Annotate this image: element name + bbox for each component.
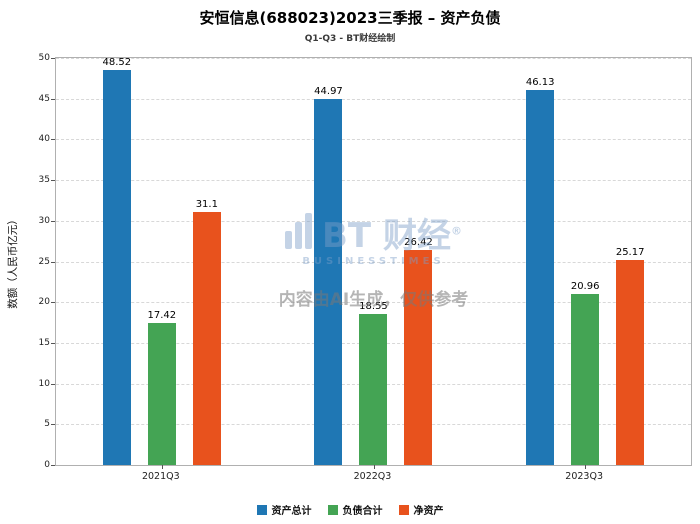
- bar-group-2022Q3: 44.97 18.55 26.42: [268, 58, 480, 465]
- y-tick-label: 40: [38, 134, 50, 145]
- y-tick-label: 50: [38, 53, 50, 63]
- y-tick-mark: [51, 180, 55, 182]
- legend-label: 负债合计: [342, 506, 383, 517]
- bar-value-label: 48.52: [102, 57, 132, 69]
- bar-group-2021Q3: 48.52 17.42 31.1: [56, 57, 268, 465]
- legend-label: 资产总计: [271, 506, 312, 517]
- y-tick-label: 5: [44, 419, 50, 430]
- x-category-label: 2022Q3: [353, 471, 392, 482]
- gridline: [56, 302, 691, 304]
- y-tick-label: 25: [38, 256, 50, 267]
- y-tick-mark: [51, 220, 55, 222]
- y-tick-mark: [51, 302, 55, 304]
- bar-s1-2023Q3: 20.96: [571, 281, 599, 465]
- bar-value-label: 44.97: [314, 85, 343, 97]
- y-tick-label: 20: [38, 297, 50, 308]
- x-tick-mark: [585, 465, 587, 469]
- chart-title: 安恒信息(688023)2023三季报 – 资产负债: [199, 9, 501, 27]
- legend-marker-icon: [398, 504, 409, 515]
- gridline: [56, 139, 691, 141]
- legend-marker-icon: [327, 504, 338, 515]
- bar-value-label: 17.42: [147, 310, 177, 322]
- y-tick-label: 0: [44, 460, 50, 470]
- bar-group-2023Q3: 46.13 20.96 25.17: [479, 58, 691, 465]
- y-tick-mark: [51, 261, 55, 263]
- bar-s2-2023Q3: 25.17: [616, 247, 644, 465]
- y-tick-mark: [51, 139, 55, 141]
- x-tick-mark: [161, 465, 163, 469]
- bar-value-label: 20.96: [570, 281, 600, 293]
- legend-item: 净资产: [398, 502, 444, 517]
- y-tick-mark: [51, 342, 55, 344]
- plot-area: 0 5 10 15 20 25 30 35 40 45 50 48.52 17.42 31.1 44.97 1…: [39, 53, 692, 470]
- chart-subtitle: Q1-Q3 - BT财经绘制: [304, 34, 396, 44]
- x-tick-mark: [373, 465, 375, 469]
- bar-s0-2022Q3: 44.97: [314, 86, 343, 465]
- y-tick-label: 45: [38, 93, 50, 104]
- y-tick-label: 30: [38, 215, 50, 226]
- bar-s1-2021Q3: 17.42: [148, 310, 176, 465]
- y-tick-label: 10: [38, 378, 50, 389]
- bar-s2-2021Q3: 31.1: [192, 199, 221, 465]
- bar-value-label: 46.13: [525, 76, 555, 88]
- gridline: [56, 220, 691, 222]
- bar-s0-2023Q3: 46.13: [526, 77, 554, 465]
- bar-value-label: 25.17: [615, 247, 645, 259]
- y-tick-mark: [51, 98, 55, 100]
- bar-s0-2021Q3: 48.52: [103, 57, 131, 465]
- y-axis-label: 数额（人民币亿元）: [6, 214, 19, 309]
- gridline: [56, 98, 691, 100]
- y-axis-label-wrap: 数额（人民币亿元）: [2, 57, 22, 466]
- legend-item: 负债合计: [327, 502, 383, 517]
- bar-value-label: 18.55: [359, 301, 388, 313]
- y-tick-mark: [51, 58, 55, 59]
- legend-label: 净资产: [413, 506, 444, 517]
- bar-value-label: 31.1: [195, 198, 218, 210]
- gridline: [56, 261, 691, 263]
- y-tick-mark: [51, 424, 55, 426]
- bar-s1-2022Q3: 18.55: [359, 301, 388, 465]
- x-category-label: 2023Q3: [565, 471, 603, 482]
- y-tick-mark: [51, 383, 55, 385]
- gridline: [56, 180, 691, 182]
- legend-marker-icon: [256, 504, 267, 515]
- bar-s2-2022Q3: 26.42: [404, 237, 433, 465]
- bar-value-label: 26.42: [404, 236, 433, 248]
- x-category-label: 2021Q3: [141, 471, 180, 482]
- legend-item: 资产总计: [256, 502, 312, 517]
- gridline: [56, 58, 691, 59]
- y-tick-mark: [51, 465, 55, 466]
- y-tick-label: 15: [38, 337, 50, 348]
- y-tick-label: 35: [38, 175, 50, 186]
- legend: 资产总计 负债合计 净资产: [0, 502, 700, 517]
